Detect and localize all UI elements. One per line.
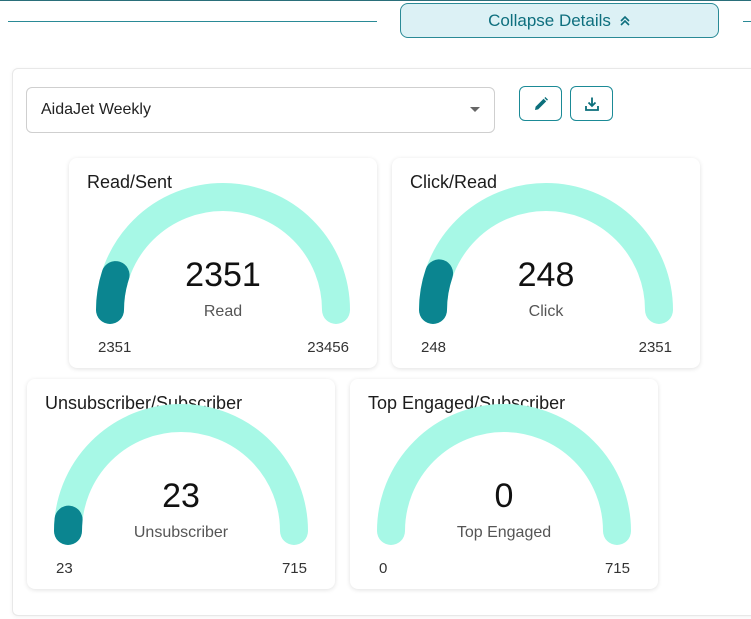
top-border: [0, 0, 751, 1]
newsletter-select[interactable]: AidaJet Weekly: [26, 87, 495, 133]
pencil-icon: [534, 96, 548, 110]
gauge-min: 0: [379, 560, 388, 577]
gauge-value: 0: [494, 477, 514, 515]
collapse-details-label: Collapse Details: [488, 10, 611, 30]
gauge-max: 2351: [638, 339, 672, 356]
gauge-title: Read/Sent: [87, 172, 173, 192]
gauge-max: 23456: [307, 339, 349, 356]
header-divider-right: [743, 21, 751, 22]
gauge-max: 715: [281, 560, 307, 577]
gauge-card-top-engaged: Top Engaged/Subscriber 0 Top Engaged 0 7…: [350, 379, 658, 589]
header-divider-left: [8, 21, 377, 22]
newsletter-select-value: AidaJet Weekly: [41, 101, 151, 118]
gauge-label: Unsubscriber: [133, 524, 229, 541]
caret-down-icon: [470, 107, 480, 112]
edit-button[interactable]: [519, 86, 562, 121]
gauge-track: [419, 183, 673, 324]
gauge-min: 2351: [98, 339, 132, 356]
gauge-max: 715: [604, 560, 630, 577]
gauge-value: 248: [517, 256, 575, 294]
download-button[interactable]: [570, 86, 613, 121]
gauge-fill: [96, 261, 130, 324]
gauge-fill: [54, 505, 83, 545]
gauge-min: 248: [421, 339, 447, 356]
gauge-label: Click: [528, 303, 564, 320]
gauge-min: 23: [56, 560, 73, 577]
chevrons-up-icon: [620, 15, 630, 26]
gauge-label: Read: [203, 303, 243, 320]
gauge-chart: [54, 404, 308, 545]
gauge-title: Click/Read: [410, 172, 498, 192]
gauge-card-unsubscriber: Unsubscriber/Subscriber 23 Unsubscriber …: [27, 379, 335, 589]
gauge-value: 23: [162, 477, 200, 515]
download-icon: [584, 97, 599, 111]
gauge-label: Top Engaged: [456, 524, 552, 541]
gauge-value: 2351: [185, 256, 261, 294]
gauge-track: [54, 404, 308, 545]
gauge-fill: [419, 259, 454, 324]
collapse-details-button[interactable]: Collapse Details: [400, 3, 719, 38]
gauge-chart: [96, 183, 350, 324]
gauge-card-read-sent: Read/Sent 2351 Read 2351 23456: [69, 158, 377, 368]
gauge-track: [96, 183, 350, 324]
gauge-track: [377, 404, 631, 545]
gauge-chart: [377, 404, 631, 545]
gauge-card-click-read: Click/Read 248 Click 248 2351: [392, 158, 700, 368]
gauge-chart: [419, 183, 673, 324]
